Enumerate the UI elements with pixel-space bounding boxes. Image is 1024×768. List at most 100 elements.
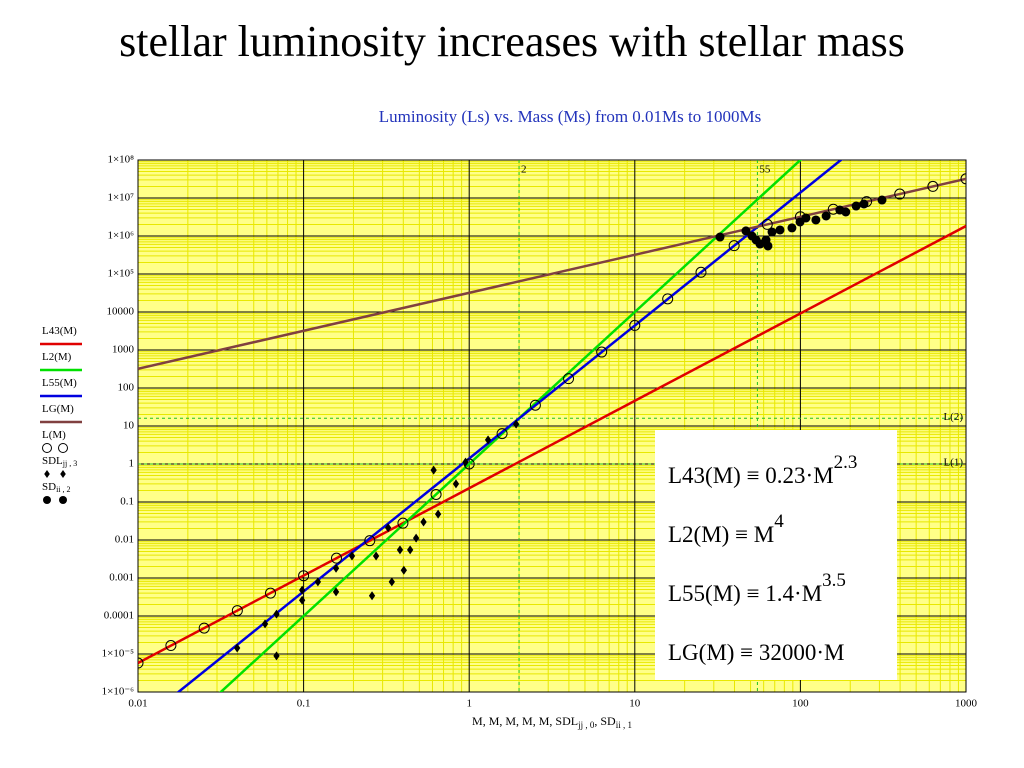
formula-exponent: 3.5: [822, 570, 846, 591]
data-point: [715, 232, 725, 242]
data-point: [496, 428, 508, 440]
data-point: [412, 533, 420, 543]
reference-label: 2: [521, 164, 527, 176]
legend-label: L55(M): [42, 377, 77, 389]
data-point: [484, 435, 492, 445]
data-point: [851, 201, 861, 211]
data-point: [761, 218, 773, 230]
data-point: [372, 551, 380, 561]
data-point: [298, 585, 306, 595]
data-point: [927, 180, 939, 192]
data-point: [234, 643, 241, 653]
data-point: [767, 227, 777, 237]
legend-name: SDL: [42, 455, 63, 467]
x-axis-label-sub: ii , 1: [616, 720, 632, 730]
y-tick-label: 1×10⁸: [107, 154, 134, 166]
data-point: [787, 223, 797, 233]
data-point: [407, 545, 414, 555]
overlay: 1×10⁻⁶1×10⁻⁵0.00010.0010.010.11101001000…: [40, 154, 978, 730]
data-point: [801, 213, 811, 223]
formula: L2(M) ≡ M4: [668, 511, 784, 547]
legend-label: SDii , 2: [42, 481, 71, 494]
y-tick-label: 1×10⁶: [107, 230, 134, 242]
data-point: [165, 640, 177, 652]
data-point: [728, 240, 740, 252]
formula-text: LG(M) ≡ 32000·M: [668, 640, 845, 665]
data-point: [430, 465, 437, 475]
legend-label: LG(M): [42, 403, 74, 415]
data-point: [332, 587, 340, 597]
data-point: [894, 188, 906, 200]
data-point: [44, 470, 50, 478]
formula: L43(M) ≡ 0.23·M2.3: [668, 452, 857, 488]
formula-exponent: 4: [774, 511, 784, 532]
y-tick-label: 10: [123, 420, 135, 432]
data-point: [384, 523, 392, 533]
chart-title: Luminosity (Ls) vs. Mass (Ms) from 0.01M…: [379, 107, 762, 126]
data-point: [60, 470, 66, 478]
data-point: [43, 496, 51, 504]
legend-label: L2(M): [42, 351, 72, 363]
data-point: [841, 207, 851, 217]
legend-name: L(M): [42, 429, 66, 441]
legend-name: L55(M): [42, 377, 77, 389]
data-point: [563, 373, 575, 385]
data-point: [58, 443, 68, 453]
data-point: [273, 609, 280, 619]
data-point: [198, 622, 210, 634]
plot-frame: [137, 159, 967, 693]
reference-label: 55: [759, 164, 771, 176]
legend-sub: ii , 2: [56, 485, 70, 494]
formula-text: L55(M) ≡ 1.4·M: [668, 581, 822, 606]
data-point: [348, 551, 356, 561]
x-axis-label-sub: jj , 0: [577, 720, 595, 730]
data-point: [42, 443, 52, 453]
data-point: [741, 226, 751, 236]
data-point: [397, 517, 409, 529]
y-tick-label: 1: [129, 458, 135, 470]
formula: LG(M) ≡ 32000·M: [668, 640, 845, 665]
data-point: [512, 419, 520, 429]
data-point: [821, 211, 831, 221]
data-point: [775, 225, 785, 235]
data-point: [596, 346, 608, 358]
y-tick-label: 0.01: [115, 534, 134, 546]
x-axis-label: M, M, M, M, M, SDLjj , 0, SDii , 1: [472, 714, 632, 730]
major-grid: [137, 159, 967, 693]
y-tick-label: 100: [118, 382, 135, 394]
formula-text: L43(M) ≡ 0.23·M: [668, 463, 834, 488]
legend-name: LG(M): [42, 403, 74, 415]
formula: L55(M) ≡ 1.4·M3.5: [668, 570, 846, 606]
data-point: [695, 266, 707, 278]
data-point: [462, 457, 469, 467]
data-point: [273, 651, 280, 661]
y-tick-label: 1×10⁻⁵: [102, 648, 135, 660]
x-tick-label: 0.1: [297, 698, 311, 710]
data-point: [396, 545, 404, 555]
y-tick-label: 1×10⁻⁶: [102, 686, 135, 698]
formula-box: [655, 430, 897, 680]
x-axis-label-part: , SD: [594, 714, 616, 728]
reference-label: L(1): [943, 457, 963, 469]
formula-exponent: 2.3: [834, 452, 858, 473]
data-point: [298, 595, 306, 605]
x-tick-label: 1000: [955, 698, 978, 710]
legend-name: L43(M): [42, 325, 77, 337]
y-tick-label: 10000: [107, 306, 135, 318]
x-tick-label: 10: [629, 698, 641, 710]
data-point: [430, 488, 442, 500]
data-point: [877, 195, 887, 205]
data-point: [231, 605, 243, 617]
data-point: [332, 563, 340, 573]
legend-sub: jj , 3: [62, 459, 77, 468]
data-point: [138, 657, 144, 669]
legend-name: SD: [42, 481, 56, 493]
data-point: [859, 199, 869, 209]
y-tick-label: 1000: [112, 344, 135, 356]
legend-label: L(M): [42, 429, 66, 441]
legend-name: L2(M): [42, 351, 72, 363]
legend-label: SDLjj , 3: [42, 455, 77, 468]
data-point: [420, 517, 427, 527]
x-tick-label: 0.01: [128, 698, 147, 710]
